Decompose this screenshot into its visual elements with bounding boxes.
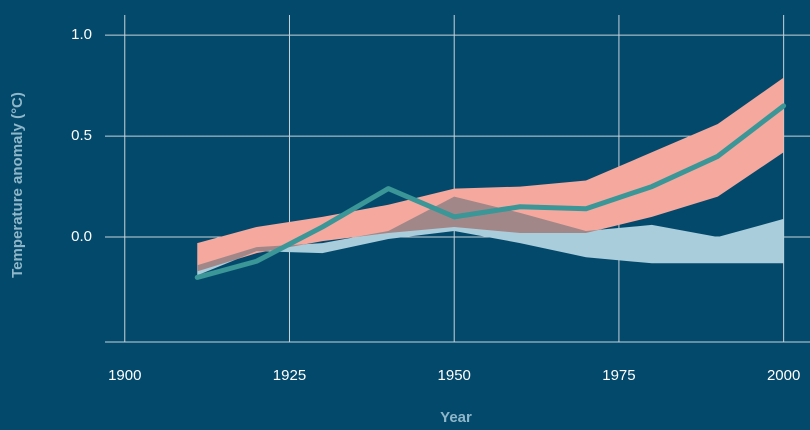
y-tick-label: 1.0 [71,26,92,43]
x-tick-label: 1975 [602,367,635,384]
band [197,77,784,272]
line [194,103,787,280]
x-tick-label: 1900 [108,367,141,384]
lines [194,103,787,280]
y-tick-label: 0.5 [71,127,92,144]
band [197,196,784,276]
y-axis-label: Temperature anomaly (°C) [9,92,26,278]
x-tick-label: 2000 [767,367,800,384]
x-tick-label: 1950 [438,367,471,384]
x-tick-label: 1925 [273,367,306,384]
x-axis-label: Year [440,409,472,426]
y-tick-label: 0.0 [71,228,92,245]
bands [197,77,784,276]
